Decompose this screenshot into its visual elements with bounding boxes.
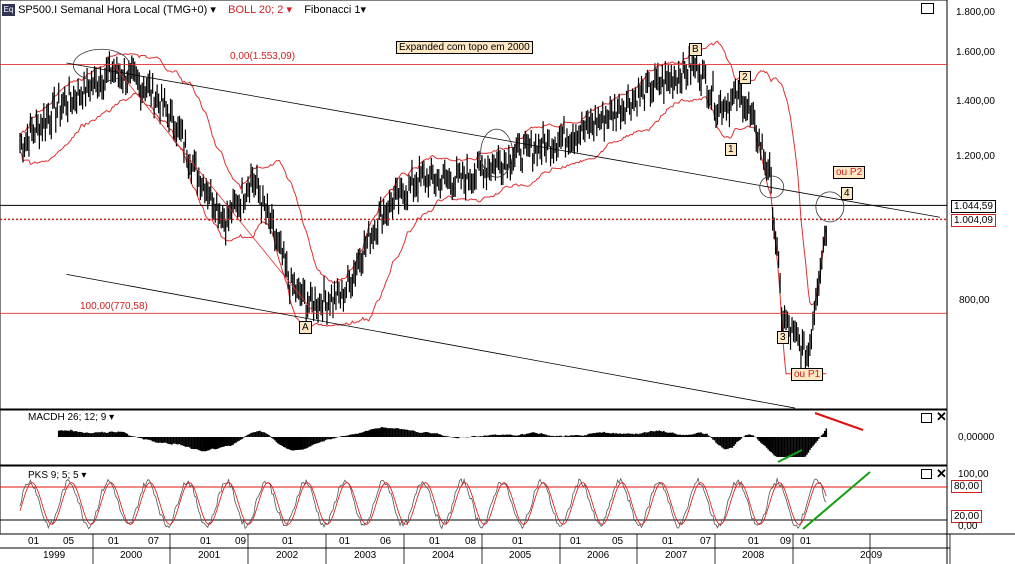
chevron-down-icon: ▾ — [360, 4, 366, 16]
bollinger-dropdown[interactable]: BOLL 20; 2 ▾ — [228, 4, 292, 16]
pks-maximize-icon[interactable] — [921, 469, 932, 479]
pks-title[interactable]: PKS 9; 5; 5 ▾ — [28, 470, 86, 481]
macd-green-trend — [777, 449, 803, 463]
month-tick: 07 — [148, 536, 160, 547]
price-tick-1400: 1.400,00 — [956, 96, 995, 107]
circle-marker-2005 — [480, 128, 514, 178]
pks-plot — [0, 471, 947, 530]
bollinger-label: BOLL 20; 2 — [228, 4, 284, 16]
year-tick: 2005 — [509, 550, 532, 561]
macd-maximize-icon[interactable] — [921, 413, 932, 423]
year-tick: 1999 — [43, 550, 66, 561]
price-tick-1800: 1.800,00 — [956, 7, 995, 18]
price-highlight-lower: 1.004,09 — [951, 214, 996, 227]
month-tick: 01 — [800, 536, 812, 547]
pks-tick-80: 80,00 — [951, 480, 983, 493]
fibonacci-label: Fibonacci 1 — [304, 4, 361, 16]
wave-label-4: 4 — [841, 187, 853, 200]
fib-retrace-line — [112, 64, 315, 314]
circle-marker-2008 — [759, 175, 785, 199]
main-plot — [0, 40, 947, 409]
circle-marker-2000 — [72, 48, 130, 82]
year-tick: 2004 — [432, 550, 455, 561]
annotation-note: Expanded com topo em 2000 — [396, 41, 533, 54]
month-tick: 08 — [465, 536, 477, 547]
macd-title-label: MACDH 26; 12; 9 — [28, 412, 107, 423]
macd-plot — [57, 412, 864, 463]
pks-green-trend — [802, 471, 871, 530]
year-tick: 2003 — [354, 550, 377, 561]
pks-close-icon[interactable]: ✕ — [936, 466, 947, 481]
month-tick: 06 — [380, 536, 392, 547]
month-tick: 01 — [282, 536, 294, 547]
fib-bottom-label: 100,00(770,58) — [80, 301, 148, 312]
chevron-down-icon: ▾ — [81, 470, 87, 481]
month-tick: 01 — [200, 536, 212, 547]
fibonacci-dropdown[interactable]: Fibonacci 1▾ — [304, 4, 366, 16]
year-tick: 2006 — [587, 550, 610, 561]
lower-channel-line — [66, 273, 796, 409]
pks-tick-0: 0,00 — [958, 521, 978, 532]
maximize-icon[interactable] — [921, 3, 934, 14]
month-tick: 09 — [780, 536, 792, 547]
pks-tick-100: 100,00 — [958, 469, 989, 480]
equity-icon: Eq — [2, 4, 15, 17]
price-tick-1600: 1.600,00 — [956, 47, 995, 58]
year-tick: 2001 — [198, 550, 221, 561]
price-highlight-upper: 1.044,59 — [951, 200, 996, 213]
header: Eq SP500.I Semanal Hora Local (TMG+0) ▾ … — [2, 3, 366, 17]
month-tick: 01 — [570, 536, 582, 547]
alt-label-p1: ou P1 — [791, 368, 824, 381]
axes — [92, 534, 951, 564]
symbol-dropdown[interactable]: SP500.I Semanal Hora Local (TMG+0) ▾ — [18, 4, 216, 16]
pks-line-d — [19, 482, 827, 525]
month-tick: 01 — [748, 536, 760, 547]
year-tick: 2000 — [120, 550, 143, 561]
chevron-down-icon: ▾ — [210, 4, 216, 16]
month-tick: 01 — [512, 536, 524, 547]
upper-channel-line — [66, 62, 941, 218]
year-tick: 2002 — [276, 550, 299, 561]
symbol-label: SP500.I Semanal Hora Local (TMG+0) — [18, 4, 208, 16]
main-panel-frame — [0, 0, 948, 410]
wave-label-a: A — [299, 321, 312, 334]
alt-label-p2: ou P2 — [833, 166, 866, 179]
wave-label-1: 1 — [725, 143, 737, 156]
macd-red-trend — [814, 412, 864, 431]
price-tick-1200: 1.200,00 — [956, 151, 995, 162]
macd-title[interactable]: MACDH 26; 12; 9 ▾ — [28, 412, 114, 423]
month-tick: 05 — [612, 536, 624, 547]
wave-label-2: 2 — [739, 71, 751, 84]
chevron-down-icon: ▾ — [109, 412, 115, 423]
month-tick: 05 — [63, 536, 75, 547]
month-tick: 01 — [108, 536, 120, 547]
macd-close-icon[interactable]: ✕ — [936, 409, 947, 424]
wave-label-b: B — [689, 43, 702, 56]
year-tick: 2008 — [742, 550, 765, 561]
month-tick: 01 — [429, 536, 441, 547]
chevron-down-icon: ▾ — [286, 4, 292, 16]
month-tick: 09 — [235, 536, 247, 547]
price-tick-800: 800,00 — [959, 295, 990, 306]
pks-tick-20: 20,00 — [951, 510, 983, 523]
year-tick: 2007 — [665, 550, 688, 561]
month-tick: 01 — [339, 536, 351, 547]
circle-marker-2009 — [815, 191, 845, 223]
pks-line-k — [19, 476, 827, 530]
fib-top-label: 0,00(1.553,09) — [230, 51, 296, 62]
wave-label-3: 3 — [777, 331, 789, 344]
month-tick: 07 — [700, 536, 712, 547]
macd-tick: 0,00000 — [958, 432, 995, 443]
year-tick: 2009 — [860, 550, 883, 561]
month-tick: 01 — [662, 536, 674, 547]
month-tick: 01 — [28, 536, 40, 547]
pks-title-label: PKS 9; 5; 5 — [28, 470, 79, 481]
bollinger-lower-band — [19, 92, 827, 375]
